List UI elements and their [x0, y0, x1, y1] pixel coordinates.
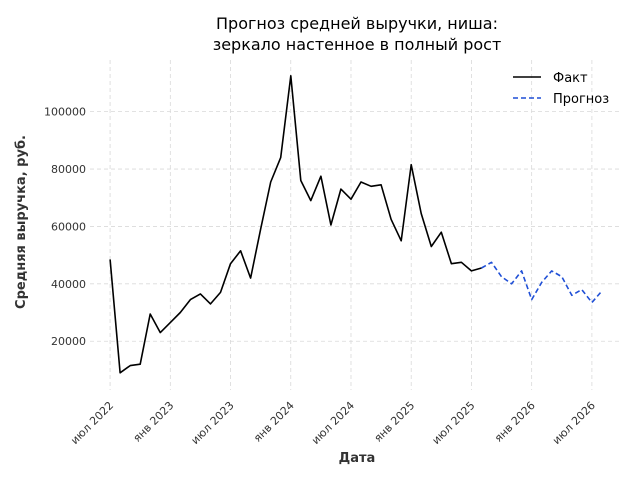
series-line-forecast — [481, 261, 603, 304]
x-tick-label-0: июл 2022 — [68, 399, 116, 447]
y-axis-label: Средняя выручка, руб. — [14, 135, 29, 309]
y-tick-label-2: 60000 — [51, 220, 86, 233]
series-line-fact — [109, 75, 482, 374]
grid — [90, 60, 622, 390]
x-axis-label: Дата — [339, 451, 376, 466]
legend-label-forecast: Прогноз — [553, 92, 609, 107]
legend-label-fact: Факт — [553, 71, 588, 86]
x-tick-label-8: июл 2026 — [550, 399, 598, 447]
x-tick-label-3: янв 2024 — [251, 399, 297, 445]
legend: Факт Прогноз — [513, 71, 609, 107]
x-tick-label-5: янв 2025 — [372, 399, 418, 445]
x-tick-label-7: янв 2026 — [492, 399, 538, 445]
chart-title-line-2: зеркало настенное в полный рост — [213, 35, 502, 54]
x-tick-label-4: июл 2024 — [309, 399, 357, 447]
x-tick-label-1: янв 2023 — [131, 399, 177, 445]
chart-title-line-1: Прогноз средней выручки, ниша: — [216, 14, 498, 33]
y-tick-label-1: 40000 — [51, 278, 86, 291]
y-tick-label-4: 100000 — [44, 106, 86, 119]
tick-labels: июл 2022 янв 2023 июл 2023 янв 2024 июл 2024… — [44, 106, 598, 447]
x-tick-label-6: июл 2025 — [430, 399, 478, 447]
y-tick-label-0: 20000 — [51, 335, 86, 348]
y-tick-label-3: 80000 — [51, 163, 86, 176]
x-tick-label-2: июл 2023 — [189, 399, 237, 447]
series-layer — [109, 75, 603, 374]
